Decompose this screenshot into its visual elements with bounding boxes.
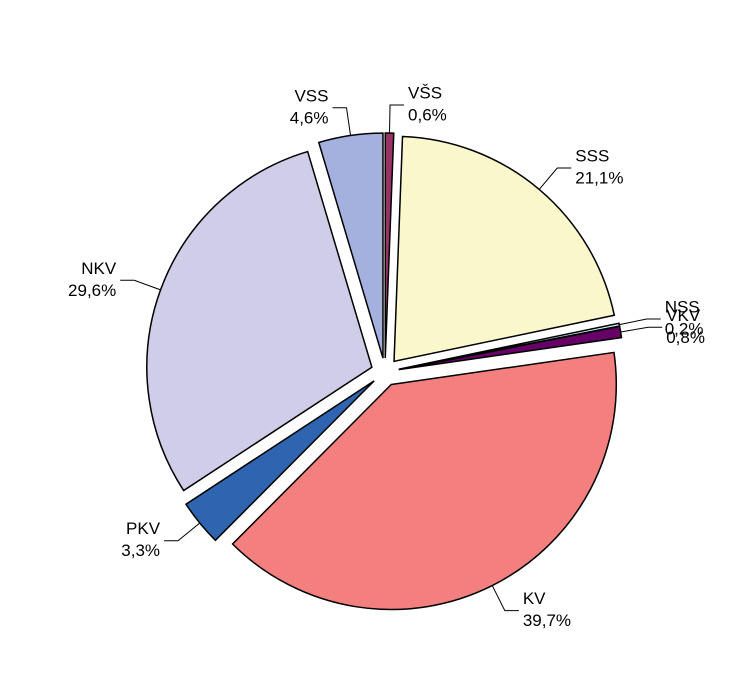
leader-line <box>538 167 572 190</box>
pie-slice <box>231 351 617 611</box>
slice-label: VKV <box>666 306 701 325</box>
slice-value-label: 0,2% <box>665 320 704 339</box>
slice-value-label: 0,6% <box>408 106 447 125</box>
slice-label: VSS <box>294 86 328 105</box>
slice-label: KV <box>523 589 546 608</box>
slice-label: NSS <box>665 298 700 317</box>
leader-line <box>620 326 663 333</box>
leader-line <box>491 585 519 612</box>
leader-line <box>389 104 405 134</box>
slice-value-label: 39,7% <box>523 611 571 630</box>
leader-line <box>120 279 161 291</box>
slice-label: PKV <box>126 519 161 538</box>
slice-value-label: 0,8% <box>666 328 705 347</box>
pie-slice <box>184 380 375 542</box>
pie-slice <box>398 325 623 371</box>
pie-slice <box>384 132 395 359</box>
slice-label: NKV <box>81 259 117 278</box>
leader-line <box>164 522 201 542</box>
slice-label: SSS <box>575 146 609 165</box>
slice-value-label: 21,1% <box>575 168 623 187</box>
pie-slice <box>393 135 616 363</box>
slice-value-label: 29,6% <box>68 281 116 300</box>
slice-value-label: 4,6% <box>290 108 329 127</box>
leader-line <box>619 318 661 326</box>
slice-value-label: 3,3% <box>121 541 160 560</box>
leader-line <box>332 107 352 136</box>
slice-label: VŠS <box>408 84 442 103</box>
